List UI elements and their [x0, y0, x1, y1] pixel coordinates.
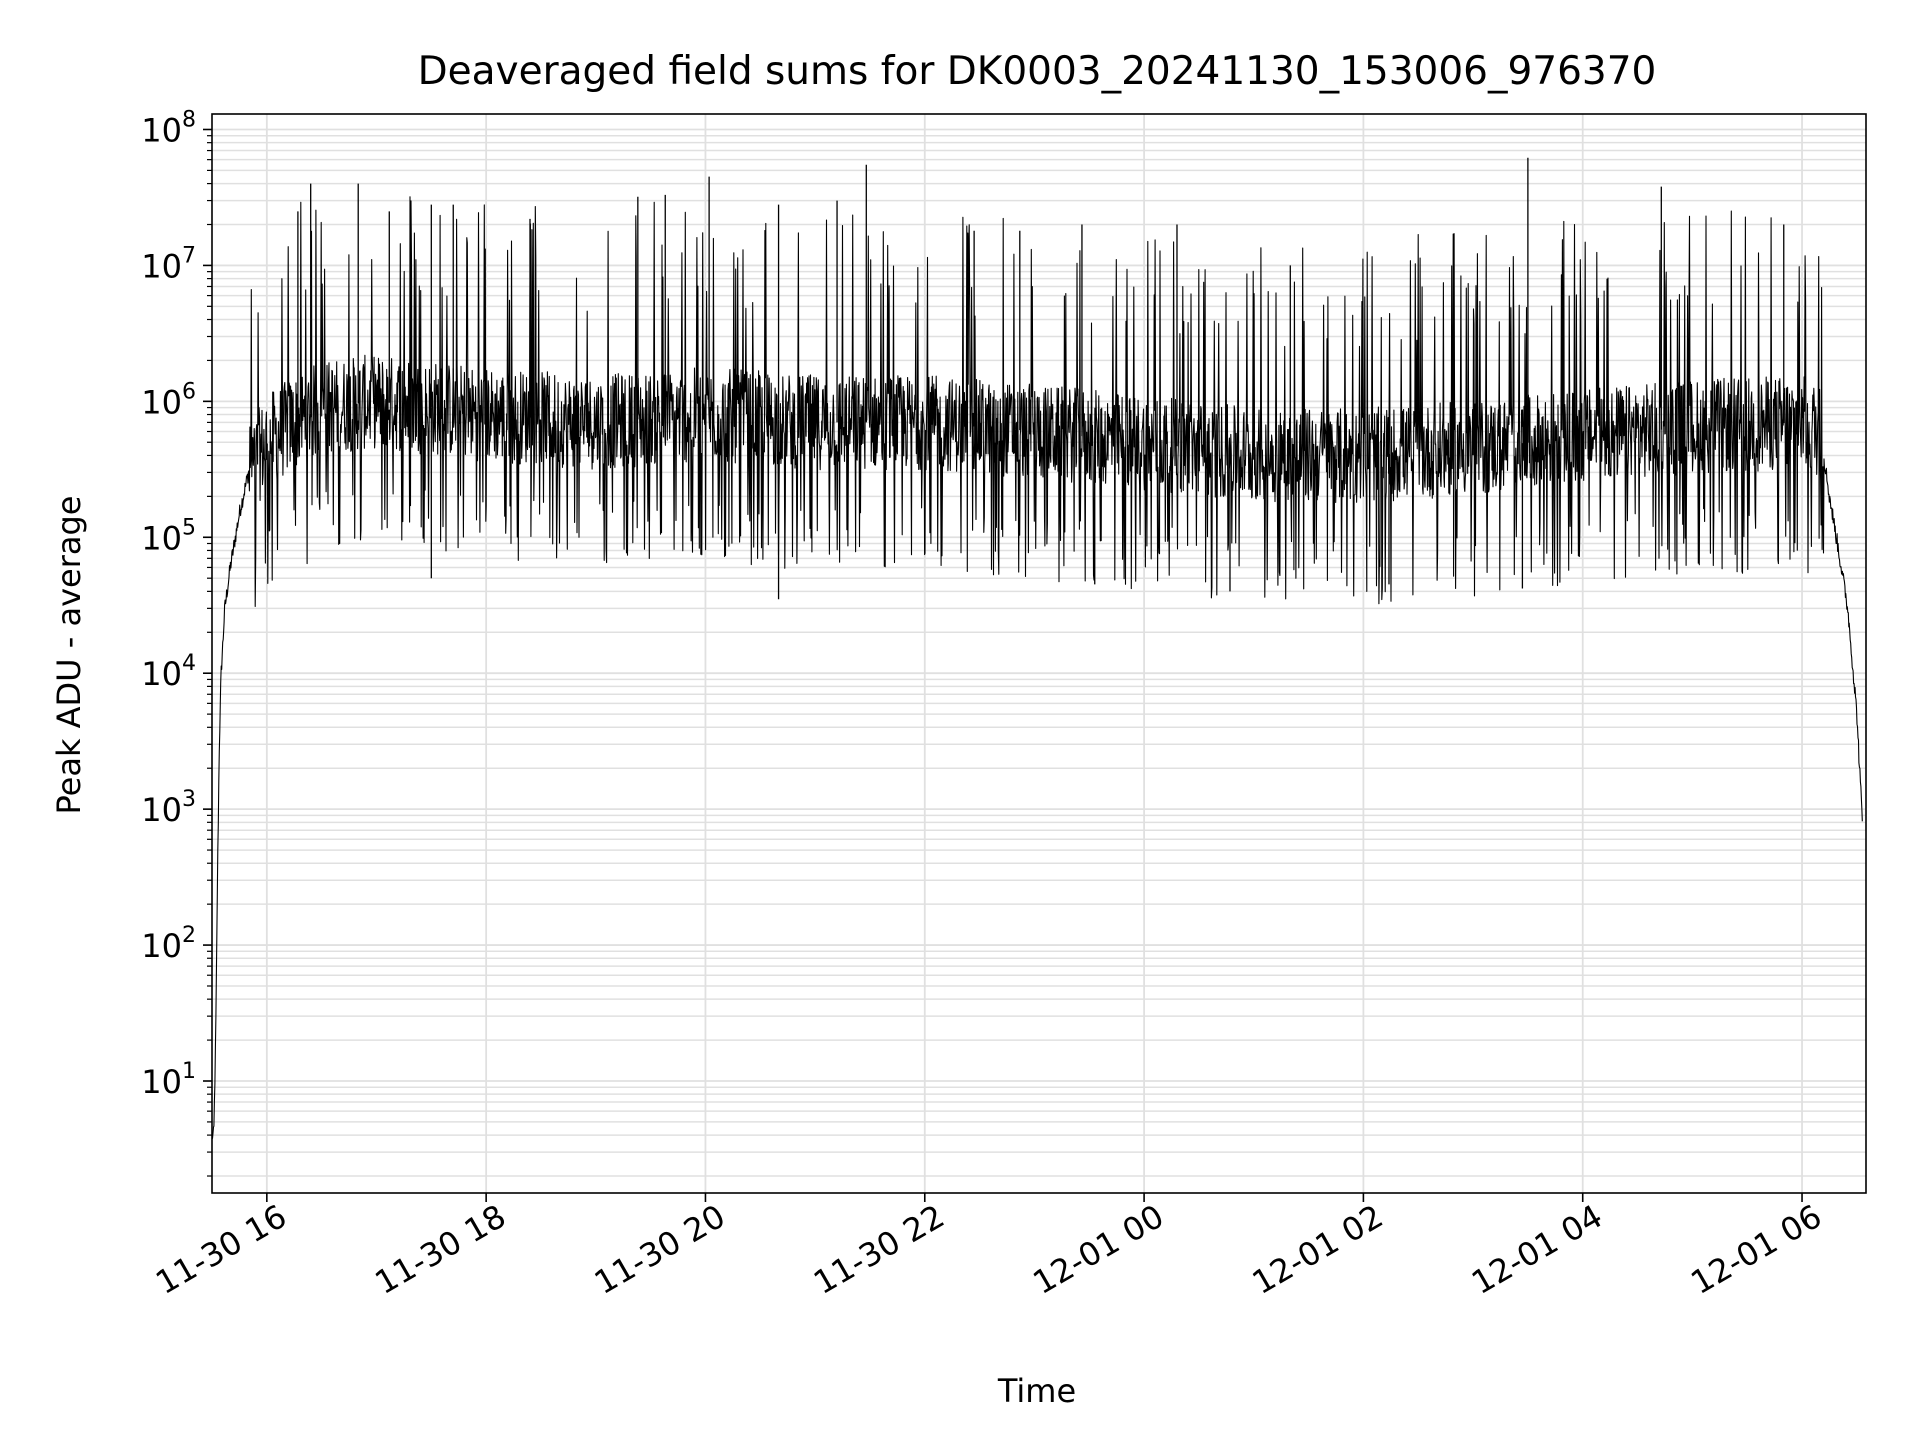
series-line	[211, 157, 1863, 1139]
x-axis-label: Time	[997, 1372, 1076, 1410]
y-tick-label: 103	[141, 787, 196, 829]
plot-frame	[211, 113, 1867, 1194]
y-tick-label: 108	[141, 107, 196, 149]
y-axis-ticks: 101 102 103 104 105 106 107 108	[141, 107, 212, 1177]
y-axis-label: Peak ADU - average	[50, 496, 88, 815]
y-tick-label: 107	[141, 243, 196, 285]
y-tick-label: 104	[141, 651, 196, 693]
grid	[212, 114, 1866, 1193]
y-tick-label: 106	[141, 379, 196, 421]
y-tick-label: 102	[141, 923, 196, 965]
y-tick-label: 101	[141, 1059, 196, 1101]
chart-title: Deaveraged field sums for DK0003_2024113…	[418, 49, 1657, 94]
series-path	[211, 196, 1863, 1139]
y-tick-label: 105	[141, 515, 196, 557]
